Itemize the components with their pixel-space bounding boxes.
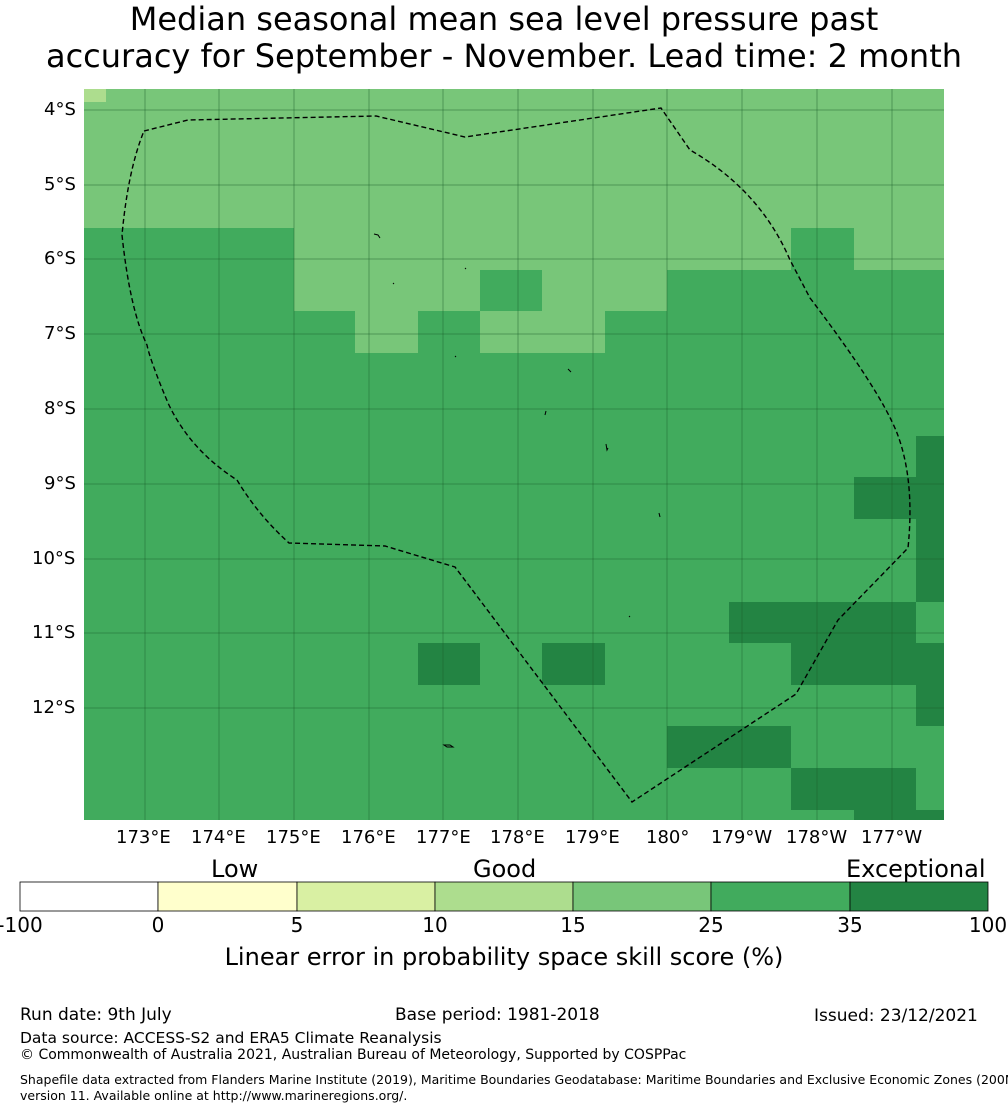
- data-source: Data source: ACCESS-S2 and ERA5 Climate …: [20, 1029, 442, 1047]
- colorbar-segment: [19, 881, 159, 912]
- skill-cell-35-100: [916, 436, 944, 602]
- lat-label: 7°S: [44, 323, 76, 344]
- lon-label: 177°W: [861, 827, 923, 848]
- colorbar-segment: [572, 881, 712, 912]
- chart-title-line2: accuracy for September - November. Lead …: [45, 37, 963, 75]
- skill-cell-35-100: [854, 477, 916, 519]
- colorbar-tick: 10: [422, 913, 448, 937]
- colorbar-segment: [434, 881, 574, 912]
- colorbar-tick: 35: [837, 913, 863, 937]
- island: [464, 267, 467, 270]
- colorbar-segment: [296, 881, 436, 912]
- category-good: Good: [473, 855, 537, 883]
- skill-cell-35-100: [729, 602, 916, 643]
- skill-cell-35-100: [667, 726, 791, 768]
- colorbar-tick: -100: [0, 913, 43, 937]
- issued-date: Issued: 23/12/2021: [814, 1006, 978, 1026]
- skill-cell-15-25: [480, 311, 605, 353]
- lon-label: 179°W: [711, 827, 773, 848]
- colorbar-tick: 100: [968, 913, 1008, 937]
- lat-label: 6°S: [44, 248, 76, 269]
- lat-label: 5°S: [44, 174, 76, 195]
- lat-label: 4°S: [44, 99, 76, 120]
- lon-label: 180°: [646, 827, 690, 848]
- island: [442, 744, 455, 748]
- skill-cell-35-100: [542, 643, 605, 685]
- graticule: [84, 89, 944, 820]
- lon-label: 175°E: [266, 827, 321, 848]
- lon-label: 179°E: [565, 827, 620, 848]
- skill-cell-35-100: [791, 643, 944, 685]
- lon-label: 173°E: [116, 827, 171, 848]
- colorbar: [19, 881, 989, 912]
- colorbar-tick: 0: [151, 913, 165, 937]
- colorbar-segment: [710, 881, 851, 912]
- lon-label: 178°W: [786, 827, 848, 848]
- colorbar-tick: 15: [560, 913, 586, 937]
- copyright: © Commonwealth of Australia 2021, Austra…: [20, 1047, 687, 1063]
- base-period: Base period: 1981-2018: [395, 1005, 600, 1025]
- category-low: Low: [211, 855, 259, 883]
- island: [567, 368, 572, 373]
- colorbar-segment: [849, 881, 989, 912]
- lat-label: 8°S: [44, 398, 76, 419]
- skill-cell-35-100: [854, 810, 944, 820]
- colorbar-segment: [157, 881, 298, 912]
- lon-label: 178°E: [490, 827, 545, 848]
- skill-cell-35-100: [916, 685, 944, 726]
- skill-cell-15-25: [542, 270, 667, 311]
- island: [628, 615, 631, 618]
- skill-grid: [84, 89, 944, 820]
- colorbar-tick: 25: [698, 913, 724, 937]
- lat-label: 11°S: [32, 622, 76, 643]
- skill-cell-15-25: [355, 311, 418, 353]
- island: [392, 282, 395, 285]
- lon-label: 174°E: [191, 827, 246, 848]
- island: [544, 410, 547, 416]
- lat-label: 12°S: [32, 697, 76, 718]
- skill-cell-35-100: [418, 643, 480, 685]
- colorbar-tick: 5: [290, 913, 304, 937]
- skill-cell-15-25: [84, 89, 944, 228]
- islands: [373, 233, 661, 748]
- chart-title-line1: Median seasonal mean sea level pressure …: [129, 0, 879, 38]
- island: [605, 443, 609, 452]
- lon-label: 176°E: [341, 827, 396, 848]
- category-exceptional: Exceptional: [846, 855, 986, 883]
- skill-cell-10-15: [84, 89, 106, 102]
- skill-cell-35-100: [791, 768, 916, 810]
- skill-cell-15-25: [854, 228, 944, 270]
- lon-label: 177°E: [416, 827, 471, 848]
- colorbar-label: Linear error in probability space skill …: [224, 943, 784, 971]
- run-date: Run date: 9th July: [20, 1005, 172, 1025]
- eez-boundary: [121, 107, 911, 803]
- skill-cell-15-25: [294, 270, 480, 311]
- island: [658, 512, 661, 518]
- shapefile-credit-line2: version 11. Available online at http://w…: [20, 1088, 408, 1103]
- island: [373, 233, 381, 239]
- lat-label: 9°S: [44, 473, 76, 494]
- lat-label: 10°S: [32, 548, 76, 569]
- shapefile-credit-line1: Shapefile data extracted from Flanders M…: [20, 1072, 1008, 1087]
- island: [454, 355, 457, 358]
